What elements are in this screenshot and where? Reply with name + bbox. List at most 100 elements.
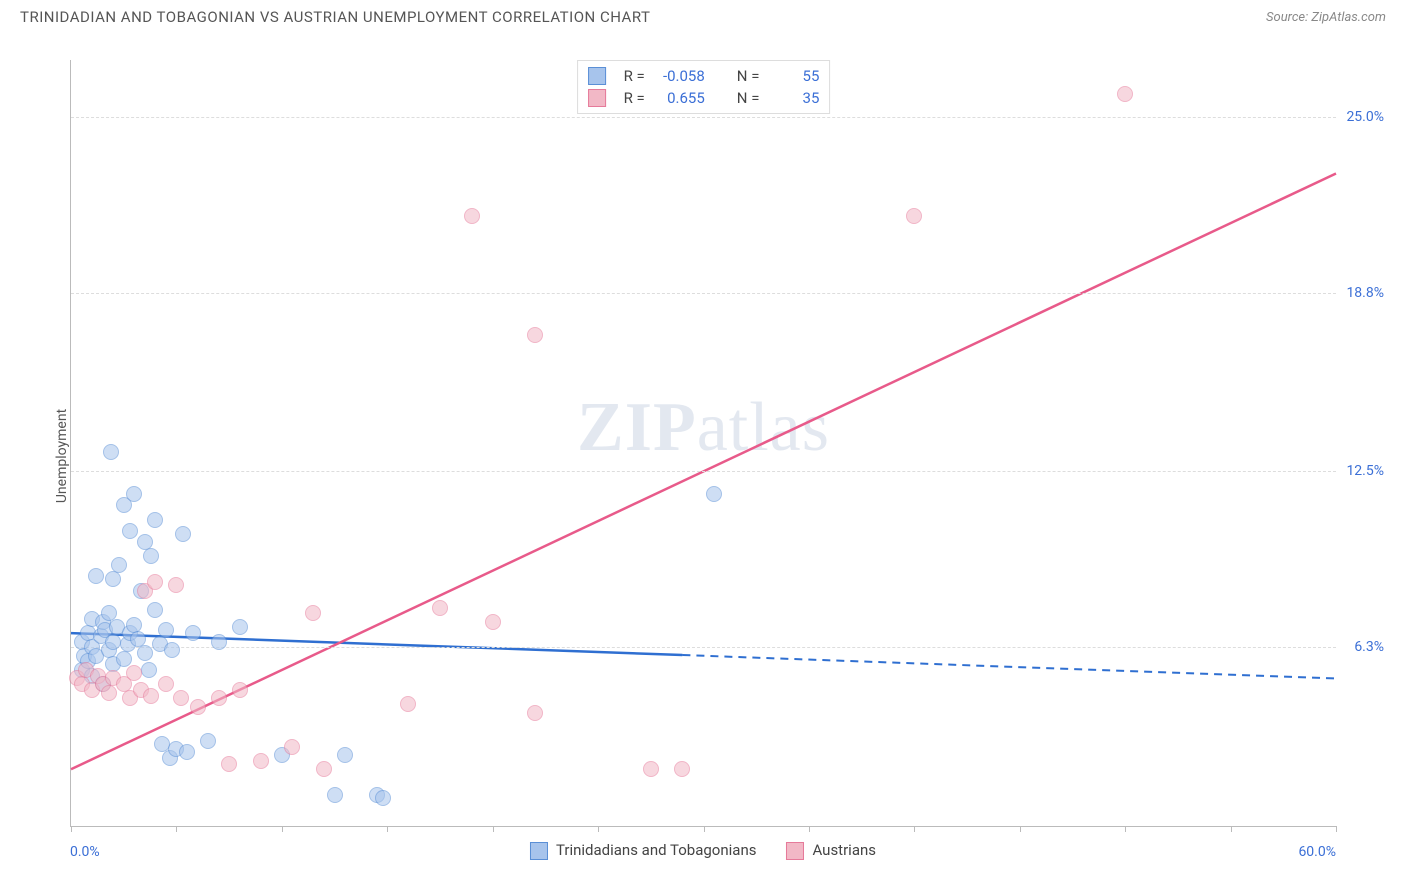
x-tick bbox=[176, 826, 177, 832]
gridline bbox=[71, 471, 1336, 472]
data-point bbox=[643, 761, 659, 777]
legend-label: Trinidadians and Tobagonians bbox=[556, 841, 756, 859]
x-tick bbox=[1231, 826, 1232, 832]
data-point bbox=[527, 705, 543, 721]
data-point bbox=[185, 625, 201, 641]
y-tick-label: 12.5% bbox=[1346, 463, 1384, 479]
data-point bbox=[706, 486, 722, 502]
legend-label: Austrians bbox=[812, 841, 876, 859]
data-point bbox=[88, 568, 104, 584]
chart-container: Unemployment ZIPatlas R = -0.058 N = 55 R = 0… bbox=[20, 40, 1386, 872]
data-point bbox=[116, 651, 132, 667]
data-point bbox=[211, 690, 227, 706]
y-tick-label: 25.0% bbox=[1346, 109, 1384, 125]
data-point bbox=[305, 605, 321, 621]
data-point bbox=[126, 665, 142, 681]
data-point bbox=[158, 676, 174, 692]
data-point bbox=[111, 557, 127, 573]
legend-swatch bbox=[786, 842, 804, 860]
x-axis-max-label: 60.0% bbox=[1298, 844, 1336, 860]
data-point bbox=[126, 486, 142, 502]
data-point bbox=[400, 696, 416, 712]
data-point bbox=[674, 761, 690, 777]
data-point bbox=[168, 577, 184, 593]
data-point bbox=[141, 662, 157, 678]
stat-n-value: 55 bbox=[769, 67, 819, 85]
data-point bbox=[432, 600, 448, 616]
data-point bbox=[316, 761, 332, 777]
watermark: ZIPatlas bbox=[577, 388, 830, 468]
x-tick bbox=[1125, 826, 1126, 832]
legend-swatch bbox=[588, 67, 606, 85]
x-tick bbox=[598, 826, 599, 832]
x-axis-min-label: 0.0% bbox=[70, 844, 100, 860]
series-legend: Trinidadians and Tobagonians Austrians bbox=[530, 841, 876, 860]
data-point bbox=[200, 733, 216, 749]
stat-r-value: -0.058 bbox=[655, 67, 705, 85]
data-point bbox=[103, 444, 119, 460]
stat-r-label: R = bbox=[624, 89, 645, 107]
data-point bbox=[232, 619, 248, 635]
data-point bbox=[143, 688, 159, 704]
stat-n-value: 35 bbox=[769, 89, 819, 107]
data-point bbox=[147, 574, 163, 590]
data-point bbox=[211, 634, 227, 650]
data-point bbox=[527, 327, 543, 343]
watermark-rest: atlas bbox=[697, 389, 830, 466]
data-point bbox=[143, 548, 159, 564]
data-point bbox=[284, 739, 300, 755]
data-point bbox=[1117, 86, 1133, 102]
stat-r-value: 0.655 bbox=[655, 89, 705, 107]
data-point bbox=[232, 682, 248, 698]
chart-source: Source: ZipAtlas.com bbox=[1266, 10, 1386, 25]
gridline bbox=[71, 293, 1336, 294]
data-point bbox=[147, 602, 163, 618]
data-point bbox=[137, 645, 153, 661]
x-tick bbox=[1336, 826, 1337, 832]
stats-legend-row: R = 0.655 N = 35 bbox=[588, 87, 820, 109]
data-point bbox=[147, 512, 163, 528]
data-point bbox=[375, 790, 391, 806]
chart-header: TRINIDADIAN AND TOBAGONIAN VS AUSTRIAN U… bbox=[0, 0, 1406, 30]
regression-line-dashed bbox=[682, 655, 1336, 678]
data-point bbox=[190, 699, 206, 715]
data-point bbox=[327, 787, 343, 803]
stat-r-label: R = bbox=[624, 67, 645, 85]
stats-legend-row: R = -0.058 N = 55 bbox=[588, 65, 820, 87]
x-tick bbox=[914, 826, 915, 832]
x-tick bbox=[1020, 826, 1021, 832]
data-point bbox=[122, 523, 138, 539]
legend-swatch bbox=[588, 89, 606, 107]
x-tick bbox=[282, 826, 283, 832]
x-tick bbox=[387, 826, 388, 832]
data-point bbox=[105, 571, 121, 587]
data-point bbox=[101, 685, 117, 701]
y-axis-label: Unemployment bbox=[54, 409, 70, 503]
data-point bbox=[173, 690, 189, 706]
data-point bbox=[221, 756, 237, 772]
x-tick bbox=[704, 826, 705, 832]
gridline bbox=[71, 117, 1336, 118]
y-tick-label: 6.3% bbox=[1354, 639, 1384, 655]
stats-legend: R = -0.058 N = 55 R = 0.655 N = 35 bbox=[577, 60, 831, 114]
data-point bbox=[164, 642, 180, 658]
legend-item: Trinidadians and Tobagonians bbox=[530, 841, 756, 860]
regression-lines-svg bbox=[71, 60, 1336, 826]
x-tick bbox=[493, 826, 494, 832]
watermark-bold: ZIP bbox=[577, 389, 697, 466]
data-point bbox=[158, 622, 174, 638]
y-tick-label: 18.8% bbox=[1346, 285, 1384, 301]
stat-n-label: N = bbox=[737, 89, 760, 107]
data-point bbox=[337, 747, 353, 763]
gridline bbox=[71, 647, 1336, 648]
x-tick bbox=[809, 826, 810, 832]
data-point bbox=[105, 634, 121, 650]
data-point bbox=[485, 614, 501, 630]
x-tick bbox=[71, 826, 72, 832]
data-point bbox=[464, 208, 480, 224]
stat-n-label: N = bbox=[737, 67, 760, 85]
data-point bbox=[906, 208, 922, 224]
legend-item: Austrians bbox=[786, 841, 876, 860]
legend-swatch bbox=[530, 842, 548, 860]
data-point bbox=[175, 526, 191, 542]
